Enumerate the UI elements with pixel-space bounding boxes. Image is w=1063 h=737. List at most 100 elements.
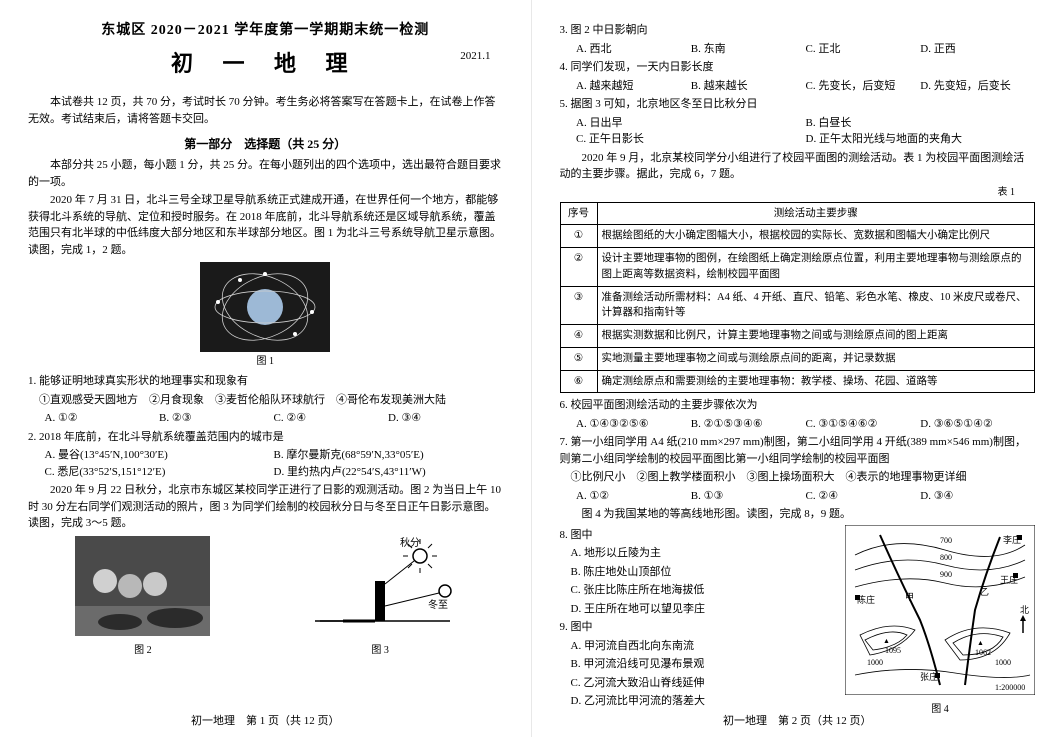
question-2: 2. 2018 年底前，在北斗导航系统覆盖范围内的城市是 bbox=[28, 429, 503, 446]
svg-text:1000: 1000 bbox=[867, 658, 883, 667]
figure-4: ▲ ▲ 700 800 900 1000 1095 1062 1000 甲 乙 … bbox=[845, 525, 1035, 722]
table-header-step: 测绘活动主要步骤 bbox=[597, 202, 1035, 225]
q8-opt-a: A. 地形以丘陵为主 bbox=[560, 545, 838, 562]
figure-3-caption: 图 3 bbox=[305, 643, 455, 658]
q3-opt-a: A. 西北 bbox=[576, 41, 691, 58]
q5-opt-a: A. 日出早 bbox=[576, 115, 806, 132]
svg-text:1:200000: 1:200000 bbox=[995, 683, 1025, 692]
question-4: 4. 同学们发现，一天内日影长度 bbox=[560, 59, 1036, 76]
q1-opt-a: A. ①② bbox=[45, 410, 160, 427]
q9-opt-b: B. 甲河流沿线可见瀑布景观 bbox=[560, 656, 838, 673]
table-row: ⑥确定测绘原点和需要测绘的主要地理事物：教学楼、操场、花园、道路等 bbox=[560, 370, 1035, 393]
table-row: ③准备测绘活动所需材料：A4 纸、4 开纸、直尺、铅笔、彩色水笔、橡皮、10 米… bbox=[560, 286, 1035, 325]
svg-text:1095: 1095 bbox=[885, 646, 901, 655]
passage-2: 2020 年 9 月 22 日秋分，北京市东城区某校同学正进行了日影的观测活动。… bbox=[28, 482, 503, 532]
q7-opt-d: D. ③④ bbox=[920, 488, 1035, 505]
svg-text:1062: 1062 bbox=[975, 648, 991, 657]
q5-opt-c: C. 正午日影长 bbox=[576, 131, 806, 148]
part1-note: 本部分共 25 小题，每小题 1 分，共 25 分。在每小题列出的四个选项中，选… bbox=[28, 157, 503, 190]
figure-1-caption: 图 1 bbox=[28, 354, 503, 369]
question-5-options-row2: C. 正午日影长 D. 正午太阳光线与地面的夹角大 bbox=[560, 131, 1036, 148]
q7-opt-b: B. ①③ bbox=[691, 488, 806, 505]
q2-opt-a: A. 曼谷(13°45′N,100°30′E) bbox=[45, 447, 274, 464]
q9-opt-d: D. 乙河流比甲河流的落差大 bbox=[560, 693, 838, 710]
page-2-footer: 初一地理 第 2 页（共 12 页） bbox=[532, 713, 1063, 730]
q7-opt-a: A. ①② bbox=[576, 488, 691, 505]
question-1: 1. 能够证明地球真实形状的地理事实和现象有 bbox=[28, 373, 503, 390]
q9-opt-a: A. 甲河流自西北向东南流 bbox=[560, 638, 838, 655]
table-1-caption: 表 1 bbox=[560, 185, 1036, 200]
question-6-options: A. ①④③②⑤⑥ B. ②①⑤③④⑥ C. ③①⑤④⑥② D. ③⑥⑤①④② bbox=[560, 416, 1036, 433]
q1-opt-d: D. ③④ bbox=[388, 410, 503, 427]
table-header-row: 序号 测绘活动主要步骤 bbox=[560, 202, 1035, 225]
question-5-options-row1: A. 日出早 B. 白昼长 bbox=[560, 115, 1036, 132]
exam-date: 2021.1 bbox=[460, 48, 490, 65]
question-4-options: A. 越来越短 B. 越来越长 C. 先变长，后变短 D. 先变短，后变长 bbox=[560, 78, 1036, 95]
q8-opt-d: D. 王庄所在地可以望见李庄 bbox=[560, 601, 838, 618]
q6-opt-c: C. ③①⑤④⑥② bbox=[806, 416, 921, 433]
part1-heading: 第一部分 选择题（共 25 分） bbox=[28, 135, 503, 153]
question-7-items: ①比例尺小 ②图上教学楼面积小 ③图上操场面积大 ④表示的地理事物更详细 bbox=[560, 469, 1036, 486]
q9-opt-c: C. 乙河流大致沿山脊线延伸 bbox=[560, 675, 838, 692]
svg-text:北: 北 bbox=[1020, 605, 1029, 615]
table-row: ⑤实地测量主要地理事物之间或与测绘原点间的距离，并记录数据 bbox=[560, 347, 1035, 370]
figure-3: 秋分 冬至 图 3 bbox=[305, 536, 455, 663]
q3-opt-d: D. 正西 bbox=[920, 41, 1035, 58]
passage-4: 图 4 为我国某地的等高线地形图。读图，完成 8，9 题。 bbox=[560, 506, 1036, 523]
question-7-options: A. ①② B. ①③ C. ②④ D. ③④ bbox=[560, 488, 1036, 505]
q7-opt-c: C. ②④ bbox=[806, 488, 921, 505]
question-7: 7. 第一小组同学用 A4 纸(210 mm×297 mm)制图，第二小组同学用… bbox=[560, 434, 1036, 467]
q6-opt-a: A. ①④③②⑤⑥ bbox=[576, 416, 691, 433]
table-header-idx: 序号 bbox=[560, 202, 597, 225]
q5-opt-b: B. 白昼长 bbox=[806, 115, 1036, 132]
question-1-items: ①直观感受天圆地方 ②月食现象 ③麦哲伦船队环球航行 ④哥伦布发现美洲大陆 bbox=[28, 392, 503, 409]
exam-instructions: 本试卷共 12 页，共 70 分，考试时长 70 分钟。考生务必将答案写在答题卡… bbox=[28, 94, 503, 127]
question-2-options-row2: C. 悉尼(33°52′S,151°12′E) D. 里约热内卢(22°54′S… bbox=[28, 464, 503, 481]
q4-opt-b: B. 越来越长 bbox=[691, 78, 806, 95]
q8-opt-c: C. 张庄比陈庄所在地海拔低 bbox=[560, 582, 838, 599]
figures-2-3-row: 图 2 bbox=[28, 536, 503, 663]
figure-2: 图 2 bbox=[75, 536, 210, 663]
svg-text:乙: 乙 bbox=[980, 587, 989, 597]
question-5: 5. 据图 3 可知，北京地区冬至日比秋分日 bbox=[560, 96, 1036, 113]
figure-2-caption: 图 2 bbox=[75, 643, 210, 658]
fig3-label-winter: 冬至 bbox=[428, 598, 448, 611]
fig3-label-autumn: 秋分 bbox=[400, 536, 420, 549]
q2-opt-c: C. 悉尼(33°52′S,151°12′E) bbox=[45, 464, 274, 481]
svg-text:▲: ▲ bbox=[977, 639, 984, 647]
svg-text:700: 700 bbox=[940, 536, 952, 545]
question-2-options-row1: A. 曼谷(13°45′N,100°30′E) B. 摩尔曼斯克(68°59′N… bbox=[28, 447, 503, 464]
q1-opt-c: C. ②④ bbox=[274, 410, 389, 427]
svg-text:1000: 1000 bbox=[995, 658, 1011, 667]
question-6: 6. 校园平面图测绘活动的主要步骤依次为 bbox=[560, 397, 1036, 414]
q6-opt-b: B. ②①⑤③④⑥ bbox=[691, 416, 806, 433]
q4-opt-d: D. 先变短，后变长 bbox=[920, 78, 1035, 95]
passage-1: 2020 年 7 月 31 日，北斗三号全球卫星导航系统正式建成开通，在世界任何… bbox=[28, 192, 503, 258]
question-1-options: A. ①② B. ②③ C. ②④ D. ③④ bbox=[28, 410, 503, 427]
subject-title: 初 一 地 理 bbox=[28, 47, 503, 80]
page-1-footer: 初一地理 第 1 页（共 12 页） bbox=[0, 713, 531, 730]
svg-text:900: 900 bbox=[940, 570, 952, 579]
svg-text:甲: 甲 bbox=[905, 592, 914, 602]
q1-opt-b: B. ②③ bbox=[159, 410, 274, 427]
question-3: 3. 图 2 中日影朝向 bbox=[560, 22, 1036, 39]
exam-title: 东城区 2020－2021 学年度第一学期期末统一检测 bbox=[28, 20, 503, 41]
q3-opt-b: B. 东南 bbox=[691, 41, 806, 58]
q8-opt-b: B. 陈庄地处山顶部位 bbox=[560, 564, 838, 581]
figure-1 bbox=[28, 262, 503, 352]
q5-opt-d: D. 正午太阳光线与地面的夹角大 bbox=[806, 131, 1036, 148]
question-3-options: A. 西北 B. 东南 C. 正北 D. 正西 bbox=[560, 41, 1036, 58]
q2-opt-d: D. 里约热内卢(22°54′S,43°11′W) bbox=[274, 464, 503, 481]
page-1: 东城区 2020－2021 学年度第一学期期末统一检测 初 一 地 理 2021… bbox=[0, 0, 532, 737]
svg-text:▲: ▲ bbox=[883, 637, 890, 645]
q6-opt-d: D. ③⑥⑤①④② bbox=[920, 416, 1035, 433]
q2-opt-b: B. 摩尔曼斯克(68°59′N,33°05′E) bbox=[274, 447, 503, 464]
question-8: 8. 图中 bbox=[560, 527, 838, 544]
q3-opt-c: C. 正北 bbox=[806, 41, 921, 58]
passage-3: 2020 年 9 月，北京某校同学分小组进行了校园平面图的测绘活动。表 1 为校… bbox=[560, 150, 1036, 183]
page-2: 3. 图 2 中日影朝向 A. 西北 B. 东南 C. 正北 D. 正西 4. … bbox=[532, 0, 1063, 737]
svg-text:800: 800 bbox=[940, 553, 952, 562]
table-row: ②设计主要地理事物的图例，在绘图纸上确定测绘原点位置，利用主要地理事物与测绘原点… bbox=[560, 248, 1035, 287]
q4-opt-a: A. 越来越短 bbox=[576, 78, 691, 95]
table-row: ①根据绘图纸的大小确定图幅大小，根据校园的实际长、宽数据和图幅大小确定比例尺 bbox=[560, 225, 1035, 248]
